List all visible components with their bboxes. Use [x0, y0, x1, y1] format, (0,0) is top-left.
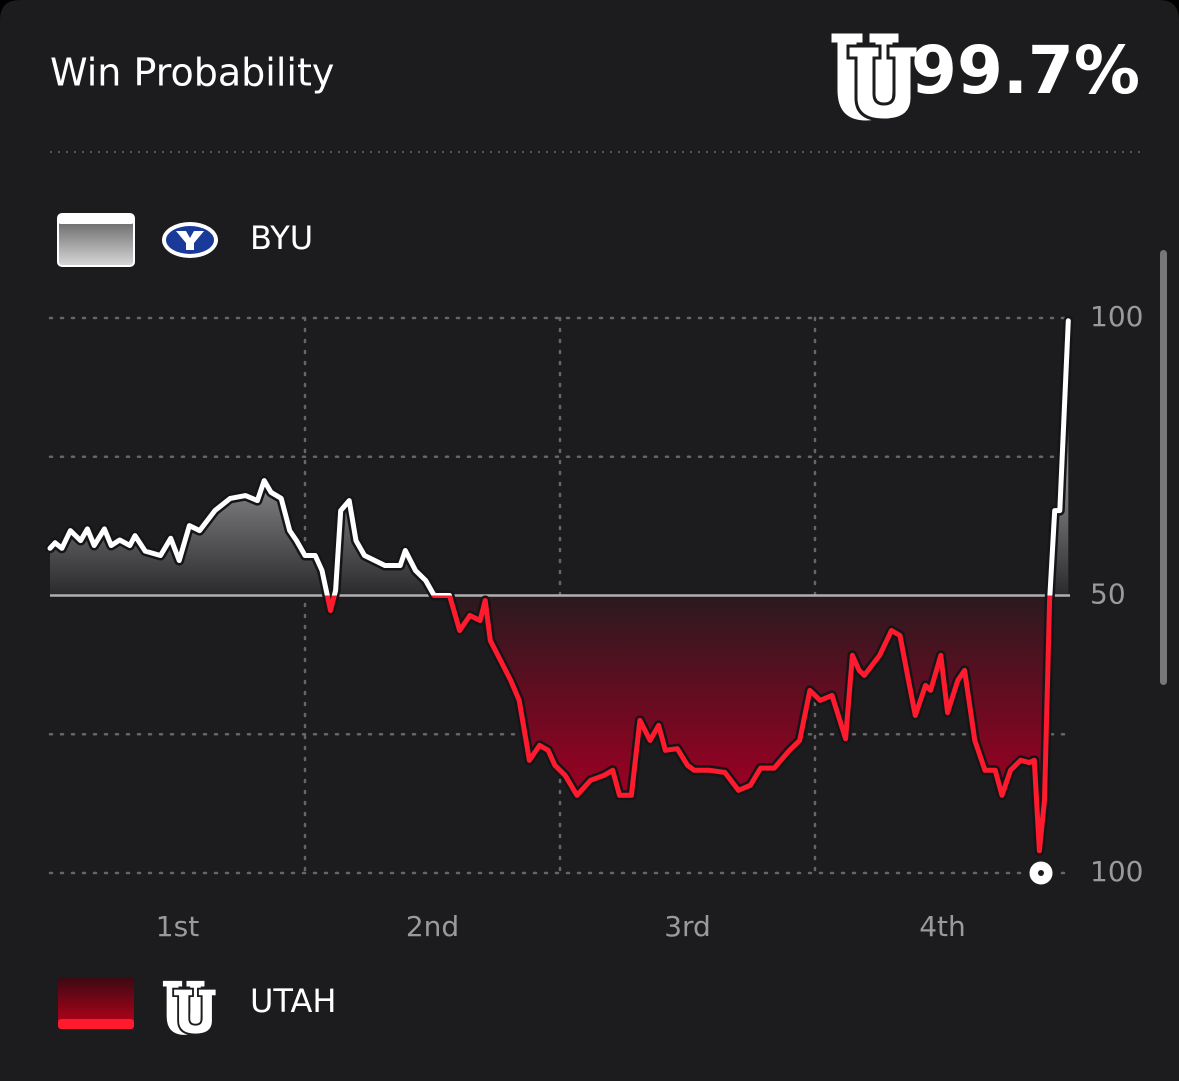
y-tick-label: 50 — [1090, 578, 1126, 611]
byu-logo — [162, 222, 218, 258]
legend-label: UTAH — [250, 982, 336, 1020]
legend-label: BYU — [250, 219, 313, 257]
legend-swatch — [58, 977, 134, 1029]
utah-logo — [828, 30, 920, 124]
x-tick-label: 3rd — [664, 910, 711, 943]
x-tick-label: 1st — [156, 910, 199, 943]
headline-probability: 99.7% — [911, 32, 1140, 109]
x-tick-label: 2nd — [406, 910, 459, 943]
area — [50, 320, 1069, 851]
y-tick-label: 100 — [1090, 855, 1143, 888]
chart-title: Win Probability — [50, 51, 334, 95]
legend-swatch-edge — [58, 214, 134, 224]
plot: 100 50 100 1st 2nd 3rd 4th BYU UTAH — [45, 213, 1143, 1029]
x-tick-label: 4th — [919, 910, 966, 943]
legend-swatch-edge — [58, 1019, 134, 1029]
line — [47, 318, 1071, 854]
scrubber-dot — [1038, 870, 1044, 876]
scrollbar[interactable] — [1160, 250, 1167, 685]
y-tick-label: 100 — [1090, 300, 1143, 333]
utah-logo-legend — [161, 979, 218, 1037]
